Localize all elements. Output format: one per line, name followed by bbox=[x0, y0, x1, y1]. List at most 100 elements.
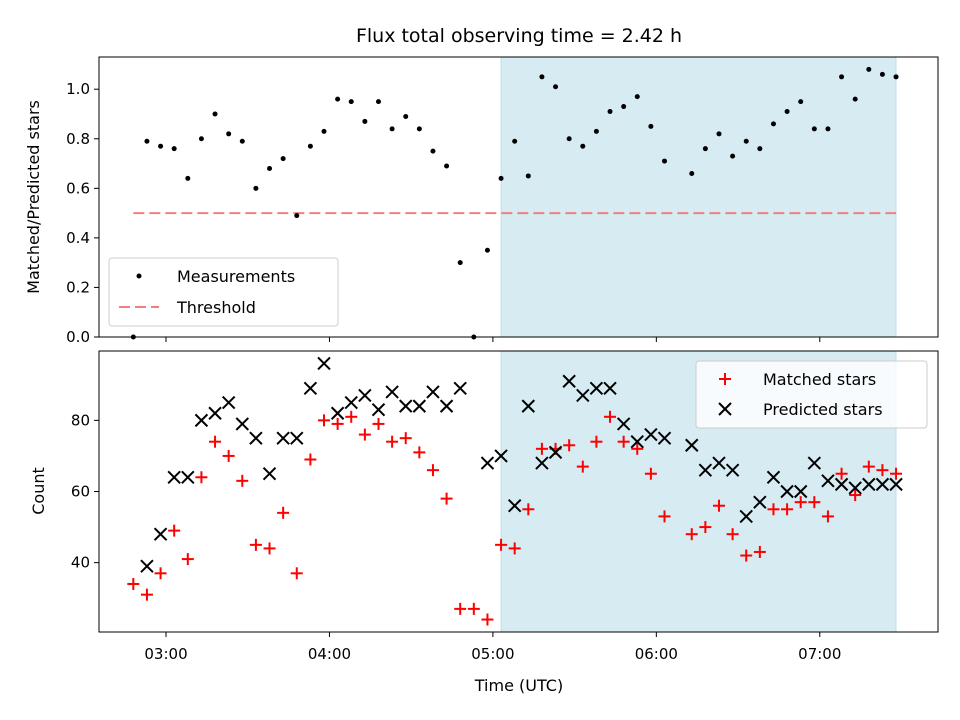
matched-star-point bbox=[631, 442, 644, 455]
x-tick-label: 06:00 bbox=[635, 645, 678, 663]
predicted-star-point bbox=[698, 463, 713, 477]
top-legend-box bbox=[108, 257, 339, 327]
matched-star-point bbox=[277, 506, 290, 519]
predicted-star-point bbox=[399, 399, 413, 413]
predicted-star-point bbox=[344, 395, 358, 410]
matched-star-point bbox=[481, 613, 494, 626]
predicted-star-point bbox=[739, 509, 753, 524]
matched-star-point bbox=[358, 428, 371, 441]
predicted-star-point bbox=[603, 381, 617, 396]
measurement-point bbox=[525, 173, 531, 179]
measurement-point bbox=[648, 123, 654, 129]
legend-predicted-label: Predicted stars bbox=[763, 400, 883, 419]
measurement-point bbox=[621, 104, 627, 110]
measurement-point bbox=[852, 96, 858, 102]
predicted-star-point bbox=[439, 399, 454, 413]
measurement-point bbox=[457, 260, 463, 266]
measurement-point bbox=[512, 138, 518, 144]
y-tick-label: 0.2 bbox=[66, 278, 90, 296]
matched-star-point bbox=[495, 538, 508, 551]
matched-star-point bbox=[426, 464, 439, 477]
predicted-star-point bbox=[685, 438, 699, 452]
x-tick-label: 05:00 bbox=[471, 645, 514, 663]
measurement-point bbox=[580, 143, 586, 149]
measurement-point bbox=[171, 146, 177, 152]
measurement-point bbox=[362, 118, 368, 124]
measurement-point bbox=[593, 128, 599, 134]
matched-star-point bbox=[181, 553, 194, 566]
measurement-point bbox=[566, 136, 572, 142]
matched-star-point bbox=[467, 602, 480, 615]
top-axes-frame bbox=[98, 56, 939, 338]
measurement-point bbox=[253, 185, 259, 191]
measurement-point bbox=[730, 153, 736, 159]
predicted-star-point bbox=[249, 431, 263, 445]
matched-star-point bbox=[535, 442, 548, 455]
predicted-star-point bbox=[794, 484, 808, 499]
matched-star-point bbox=[318, 414, 331, 427]
matched-star-point bbox=[140, 588, 153, 601]
matched-star-point bbox=[753, 545, 766, 558]
matched-star-point bbox=[808, 496, 821, 509]
predicted-star-point bbox=[194, 413, 209, 428]
predicted-star-point bbox=[330, 406, 345, 420]
x-tick-label: 04:00 bbox=[308, 645, 351, 663]
measurement-point bbox=[403, 113, 409, 119]
measurement-point bbox=[839, 74, 845, 80]
measurement-point bbox=[416, 126, 422, 132]
predicted-star-point bbox=[412, 399, 427, 413]
predicted-star-point bbox=[548, 445, 563, 460]
matched-star-point bbox=[345, 410, 358, 423]
matched-star-point bbox=[304, 453, 317, 466]
predicted-star-point bbox=[303, 381, 318, 396]
matched-star-point bbox=[685, 528, 698, 541]
predicted-star-point bbox=[453, 381, 467, 396]
matched-star-point bbox=[331, 417, 344, 430]
x-tick-label: 07:00 bbox=[798, 645, 841, 663]
matched-star-point bbox=[154, 567, 167, 580]
matched-star-point bbox=[386, 435, 399, 448]
predicted-star-point bbox=[521, 399, 536, 413]
measurement-point bbox=[307, 143, 313, 149]
matched-star-point bbox=[740, 549, 753, 562]
matched-star-point bbox=[454, 602, 467, 615]
matched-star-point bbox=[209, 435, 222, 448]
matched-star-point bbox=[821, 510, 834, 523]
matched-star-point bbox=[617, 435, 630, 448]
y-tick-label: 0.6 bbox=[66, 179, 90, 197]
matched-star-point bbox=[794, 496, 807, 509]
measurements-series bbox=[130, 66, 899, 340]
predicted-star-point bbox=[426, 385, 440, 399]
measurement-point bbox=[212, 111, 218, 117]
matched-star-point bbox=[236, 474, 249, 487]
bottom-x-axis: 03:00 04:00 05:00 06:00 07:00 bbox=[144, 632, 841, 663]
matched-star-point bbox=[835, 467, 848, 480]
measurement-point bbox=[348, 99, 354, 105]
measurement-point bbox=[158, 143, 164, 149]
predicted-stars-series bbox=[140, 356, 903, 573]
predicted-star-point bbox=[535, 456, 549, 470]
predicted-star-point bbox=[712, 456, 726, 470]
matched-star-point bbox=[576, 460, 589, 473]
predicted-star-point bbox=[480, 456, 495, 470]
matched-star-point bbox=[127, 577, 140, 590]
matched-star-point bbox=[876, 464, 889, 477]
predicted-star-point bbox=[875, 477, 890, 492]
x-axis-label: Time (UTC) bbox=[474, 676, 563, 695]
predicted-star-point bbox=[494, 449, 508, 463]
matched-star-point bbox=[440, 492, 453, 505]
chart-title: Flux total observing time = 2.42 h bbox=[356, 25, 682, 47]
measurement-point bbox=[879, 71, 885, 77]
predicted-star-point bbox=[562, 374, 576, 388]
matched-star-point bbox=[658, 510, 671, 523]
bottom-legend-box bbox=[695, 360, 928, 429]
measurement-point bbox=[811, 126, 817, 132]
predicted-star-point bbox=[221, 395, 236, 410]
measurement-point bbox=[757, 146, 763, 152]
matched-star-point bbox=[413, 446, 426, 459]
measurement-point bbox=[607, 109, 613, 115]
predicted-star-point bbox=[862, 477, 876, 492]
measurement-point bbox=[662, 158, 668, 164]
predicted-star-point bbox=[616, 417, 631, 431]
matched-star-point bbox=[726, 528, 739, 541]
